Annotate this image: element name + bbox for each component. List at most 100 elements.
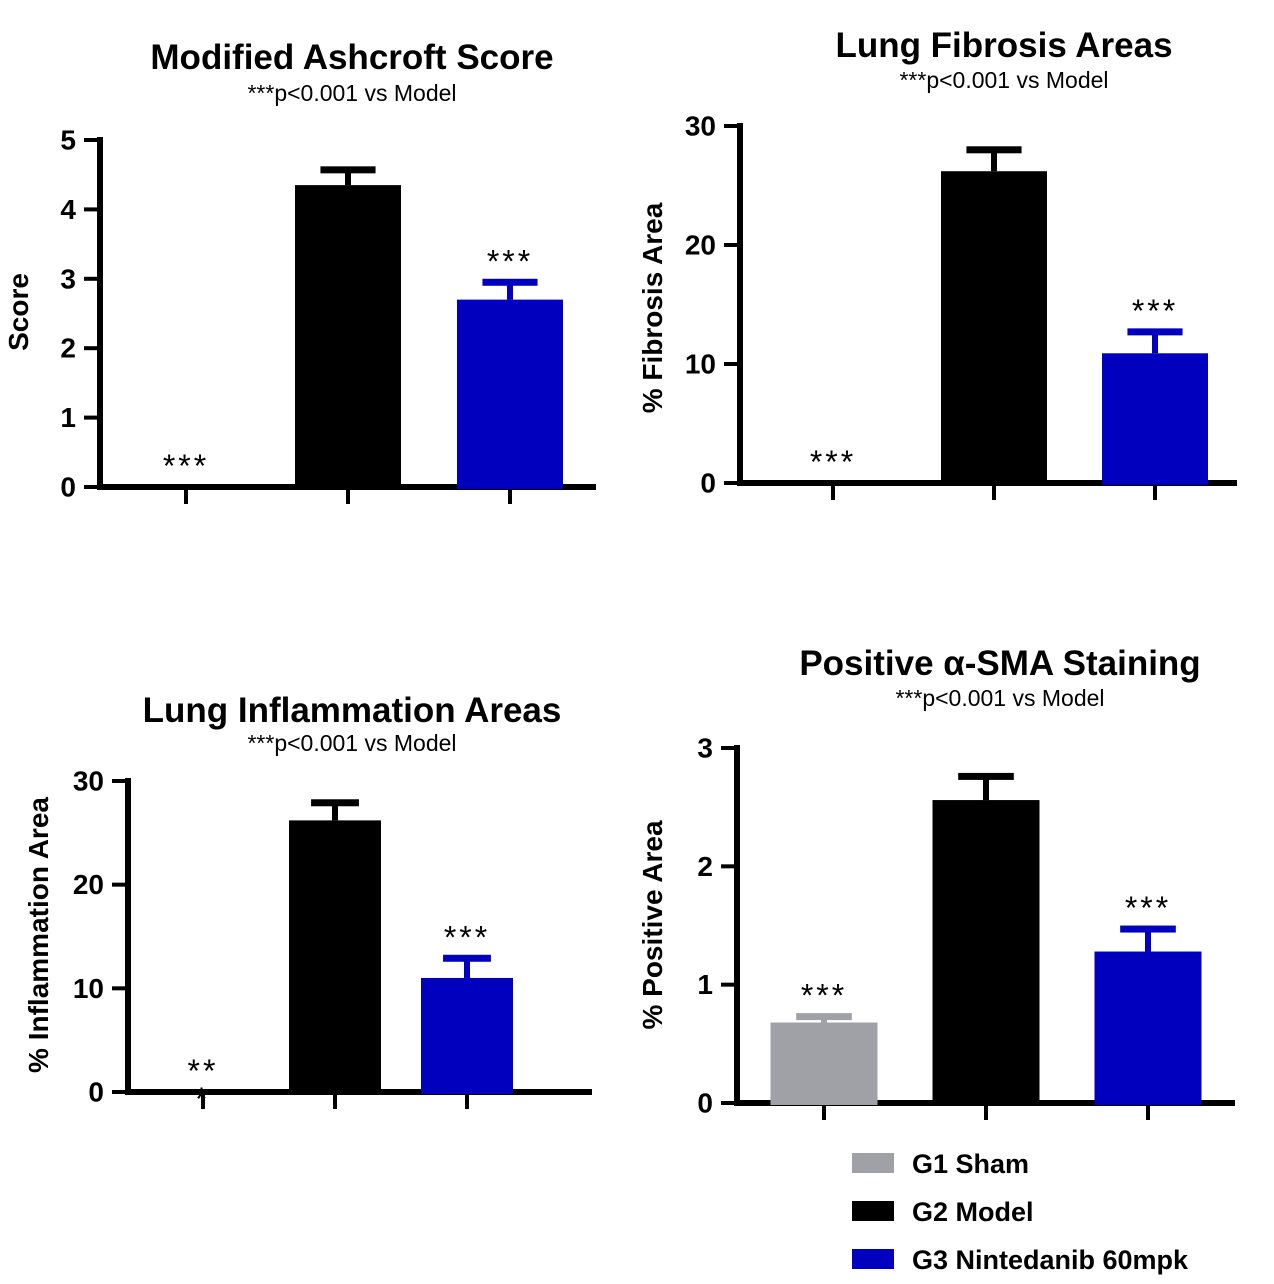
y-axis-label: Score — [3, 273, 34, 351]
error-cap-g2-model — [966, 146, 1022, 154]
y-axis-label: % Fibrosis Area — [637, 202, 668, 413]
error-whisker-g2-model — [345, 169, 351, 186]
y-tick-label: 0 — [700, 468, 716, 499]
x-tick-mark — [508, 490, 512, 504]
error-whisker-g2-model — [991, 149, 997, 172]
legend-swatch-g1-sham — [852, 1153, 894, 1173]
y-tick-mark — [112, 882, 125, 887]
error-whisker-g3-nintedanib-60mpk — [507, 282, 513, 300]
legend: G1 Sham G2 Model G3 Nintedanib 60mpk — [852, 1149, 1189, 1275]
y-tick-label: 30 — [685, 111, 716, 142]
y-axis-line — [97, 137, 103, 490]
legend-swatch-g3-nintedanib — [852, 1249, 894, 1269]
x-tick-mark — [201, 1095, 205, 1109]
chart-subtitle: ***p<0.001 vs Model — [247, 730, 456, 756]
legend-item-g2-model: G2 Model — [852, 1197, 1034, 1227]
y-tick-label: 2 — [60, 333, 76, 364]
chart-panel-sma: Positive α-SMA Staining ***p<0.001 vs Mo… — [637, 644, 1235, 1120]
x-tick-mark — [1153, 486, 1157, 500]
y-axis-line — [125, 778, 131, 1095]
y-tick-mark — [112, 986, 125, 991]
chart-title: Lung Inflammation Areas — [143, 691, 562, 730]
y-tick-label: 0 — [60, 472, 76, 503]
error-cap-g2-model — [958, 772, 1014, 780]
y-tick-mark — [724, 124, 737, 128]
plot-area-sma: 0 1 2 3 *** *** — [697, 733, 1235, 1120]
error-whisker-g2-model — [332, 802, 338, 821]
y-tick-label: 10 — [73, 973, 104, 1004]
x-tick-mark — [992, 486, 996, 500]
y-tick-mark — [721, 1101, 734, 1105]
legend-item-g1-sham: G1 Sham — [852, 1149, 1029, 1179]
legend-label-g3-nintedanib: G3 Nintedanib 60mpk — [912, 1245, 1189, 1275]
error-cap-g1-sham — [796, 1013, 852, 1021]
y-tick-label: 3 — [60, 263, 76, 294]
bar-g1-sham — [770, 1022, 878, 1105]
chart-panel-inflammation: Lung Inflammation Areas ***p<0.001 vs Mo… — [23, 691, 592, 1117]
x-tick-mark — [822, 1106, 826, 1120]
x-tick-mark — [333, 1095, 337, 1109]
error-whisker-g3-nintedanib-60mpk — [1145, 929, 1151, 952]
chart-panel-fibrosis: Lung Fibrosis Areas ***p<0.001 vs Model … — [637, 26, 1237, 500]
y-tick-mark — [84, 346, 97, 351]
y-tick-mark — [84, 415, 97, 420]
y-tick-label: 4 — [60, 194, 76, 225]
x-tick-mark — [184, 490, 188, 504]
x-tick-mark — [984, 1106, 988, 1120]
bar-g3-nintedanib-60mpk — [1102, 353, 1208, 485]
y-tick-mark — [724, 243, 737, 247]
bar-g2-model — [941, 171, 1047, 485]
chart-subtitle: ***p<0.001 vs Model — [899, 67, 1108, 93]
error-cap-g3-nintedanib-60mpk — [443, 954, 491, 962]
chart-subtitle: ***p<0.001 vs Model — [895, 685, 1104, 711]
significance-annotation: *** — [1132, 293, 1178, 329]
y-tick-mark — [724, 362, 737, 366]
legend-swatch-g2-model — [852, 1201, 894, 1221]
y-tick-mark — [84, 207, 97, 212]
chart-title: Modified Ashcroft Score — [150, 38, 553, 77]
y-tick-mark — [112, 779, 125, 783]
error-cap-g3-nintedanib-60mpk — [1127, 328, 1183, 336]
error-cap-g2-model — [311, 799, 359, 807]
chart-title: Lung Fibrosis Areas — [835, 26, 1172, 65]
y-tick-mark — [112, 1090, 125, 1094]
significance-annotation-wrapped: * — [195, 1081, 210, 1117]
error-cap-g2-model — [320, 166, 376, 174]
legend-label-g1-sham: G1 Sham — [912, 1149, 1029, 1179]
y-tick-label: 30 — [73, 766, 104, 797]
bar-g3-nintedanib-60mpk — [421, 977, 513, 1094]
significance-annotation: *** — [487, 243, 533, 279]
error-cap-g3-nintedanib-60mpk — [482, 278, 538, 286]
plot-area-ashcroft: 0 1 2 3 4 5 *** *** — [60, 125, 596, 504]
y-tick-label: 20 — [73, 869, 104, 900]
y-tick-label: 3 — [697, 733, 713, 764]
significance-annotation: *** — [1125, 890, 1171, 926]
y-tick-label: 1 — [697, 969, 713, 1000]
y-tick-mark — [724, 481, 737, 485]
y-tick-label: 5 — [60, 125, 76, 156]
y-tick-label: 2 — [697, 851, 713, 882]
y-tick-mark — [84, 276, 97, 281]
legend-item-g3-nintedanib: G3 Nintedanib 60mpk — [852, 1245, 1189, 1275]
bar-g3-nintedanib-60mpk — [457, 299, 563, 489]
y-tick-label: 1 — [60, 402, 76, 433]
y-tick-mark — [84, 138, 97, 142]
x-tick-mark — [346, 490, 350, 504]
y-axis-line — [734, 745, 740, 1106]
y-tick-label: 10 — [685, 349, 716, 380]
bar-g2-model — [295, 185, 401, 490]
significance-annotation: *** — [810, 444, 856, 480]
bar-g2-model — [932, 800, 1040, 1105]
y-tick-mark — [721, 746, 734, 750]
y-tick-label: 0 — [88, 1077, 104, 1108]
significance-annotation: *** — [163, 448, 209, 484]
y-axis-label: % Positive Area — [637, 820, 668, 1029]
y-tick-mark — [84, 485, 97, 489]
bar-g2-model — [289, 820, 381, 1094]
y-axis-label: % Inflammation Area — [23, 797, 54, 1073]
chart-title: Positive α-SMA Staining — [799, 644, 1200, 683]
bar-g3-nintedanib-60mpk — [1094, 951, 1202, 1105]
significance-annotation: *** — [444, 919, 490, 955]
